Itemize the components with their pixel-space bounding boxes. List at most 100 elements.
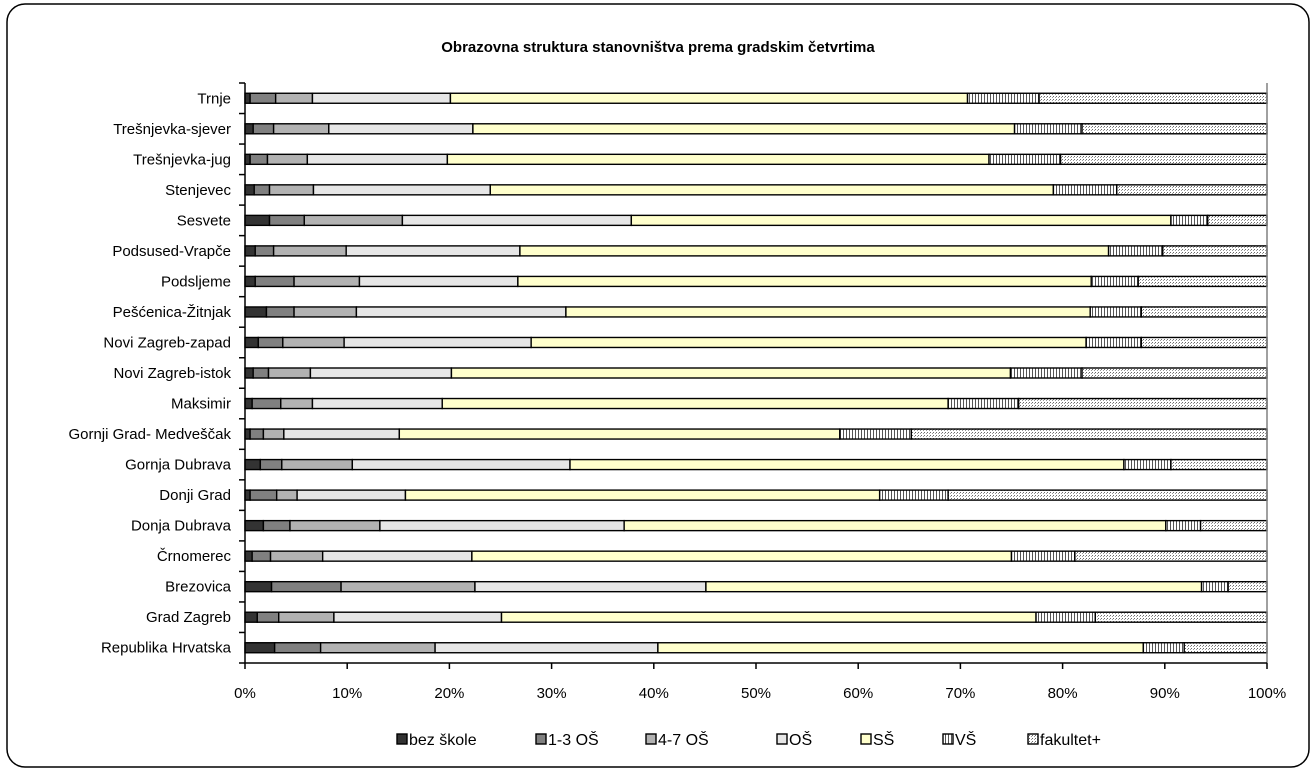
bar-segment-gornji-grad-medve-ak-4-7-o <box>262 428 285 440</box>
legend-swatch-1-3-o <box>535 733 547 745</box>
bar-segment-podsused-vrap-e-o <box>345 245 521 257</box>
bar-segment-rnomerec-fakultet <box>1074 550 1268 562</box>
bar-segment-stenjevec-bez-kole <box>244 184 255 196</box>
category-label-brezovica: Brezovica <box>165 579 232 596</box>
bar-segment-trnje-fakultet <box>1038 92 1268 104</box>
bar-segment-sesvete-bez-kole <box>244 214 271 227</box>
bar-segment-sesvete-fakultet <box>1207 214 1268 227</box>
bar-segment-novi-zagreb-zapad-4-7-o <box>282 336 345 349</box>
category-label-rnomerec: Črnomerec <box>157 548 232 565</box>
bar-segment-donji-grad-4-7-o <box>275 489 298 501</box>
category-label-gornji-grad-medve-ak: Gornji Grad- Medveščak <box>68 426 231 443</box>
category-label-maksimir: Maksimir <box>171 396 231 413</box>
bar-segment-gornji-grad-medve-ak-fakultet <box>910 428 1268 440</box>
bar-segment-grad-zagreb-v <box>1035 611 1097 623</box>
bar-segment-podsused-vrap-e-1-3-o <box>254 245 275 257</box>
bar-segment-gornja-dubrava-s <box>569 458 1125 471</box>
bar-segment-trnje-s <box>449 92 969 104</box>
bar-segment-brezovica-bez-kole <box>244 580 273 593</box>
bars-layer <box>244 92 1268 654</box>
legend-swatch-o <box>776 733 788 745</box>
bar-segment-sesvete-v <box>1170 214 1209 227</box>
bar-segment-brezovica-1-3-o <box>270 580 342 593</box>
bar-segment-trnje-1-3-o <box>249 92 277 104</box>
bar-segment-novi-zagreb-istok-v <box>1009 367 1083 379</box>
bar-segment-donji-grad-o <box>296 489 407 501</box>
bar-segment-grad-zagreb-4-7-o <box>278 611 335 623</box>
category-label-gornja-dubrava: Gornja Dubrava <box>125 457 232 474</box>
legend-swatch-s <box>860 733 872 745</box>
bar-segment-tre-njevka-jug-fakultet <box>1059 153 1268 166</box>
bar-segment-tre-njevka-sjever-bez-kole <box>244 123 254 135</box>
bar-segment-podsljeme-1-3-o <box>254 275 295 288</box>
bar-segment-trnje-o <box>311 92 452 104</box>
bar-segment-gornja-dubrava-o <box>351 458 571 471</box>
bar-segment-novi-zagreb-istok-bez-kole <box>244 367 254 379</box>
bar-segment-gornji-grad-medve-ak-1-3-o <box>249 428 265 440</box>
bar-segment-gornji-grad-medve-ak-s <box>398 428 841 440</box>
legend-swatch-v <box>942 733 954 745</box>
chart-title: Obrazovna struktura stanovništva prema g… <box>441 39 875 56</box>
bar-segment-donji-grad-bez-kole <box>244 489 251 501</box>
bar-segment-grad-zagreb-1-3-o <box>256 611 280 623</box>
bar-segment-novi-zagreb-zapad-s <box>530 336 1087 349</box>
legend-label-v: VŠ <box>955 730 976 749</box>
legend-label-1-3-o: 1-3 OŠ <box>548 730 599 749</box>
bar-segment-gornja-dubrava-v <box>1123 458 1172 471</box>
bar-segment-podsused-vrap-e-bez-kole <box>244 245 256 257</box>
bar-segment-novi-zagreb-istok-fakultet <box>1081 367 1268 379</box>
bar-segment-gornji-grad-medve-ak-v <box>839 428 913 440</box>
bar-segment-republika-hrvatska-4-7-o <box>319 642 436 654</box>
bar-segment-rnomerec-bez-kole <box>244 550 253 562</box>
bar-segment-tre-njevka-sjever-1-3-o <box>252 123 275 135</box>
bar-segment-trnje-v <box>966 92 1040 104</box>
bar-segment-donja-dubrava-bez-kole <box>244 519 265 532</box>
category-label-sesvete: Sesvete <box>177 212 231 229</box>
category-label-novi-zagreb-zapad: Novi Zagreb-zapad <box>103 334 231 351</box>
legend-swatch-bez-kole <box>396 733 408 745</box>
bar-segment-maksimir-bez-kole <box>244 397 253 410</box>
bar-segment-donja-dubrava-fakultet <box>1199 519 1268 532</box>
bar-segment-grad-zagreb-s <box>500 611 1037 623</box>
bar-segment-rnomerec-4-7-o <box>269 550 324 562</box>
bar-segment-pe-enica-itnjak-4-7-o <box>293 306 358 318</box>
bar-segment-rnomerec-o <box>321 550 473 562</box>
bar-segment-donji-grad-1-3-o <box>249 489 278 501</box>
bar-segment-trnje-bez-kole <box>244 92 251 104</box>
x-tick-label: 40% <box>639 685 669 702</box>
bar-segment-grad-zagreb-o <box>333 611 503 623</box>
bar-segment-maksimir-1-3-o <box>251 397 282 410</box>
bar-segment-donji-grad-v <box>878 489 949 501</box>
bar-segment-rnomerec-v <box>1010 550 1076 562</box>
x-tick-label: 0% <box>234 685 256 702</box>
bar-segment-maksimir-fakultet <box>1017 397 1268 410</box>
bar-segment-pe-enica-itnjak-o <box>355 306 567 318</box>
x-tick-label: 60% <box>843 685 873 702</box>
bar-segment-tre-njevka-jug-s <box>446 153 990 166</box>
bar-segment-tre-njevka-jug-1-3-o <box>249 153 269 166</box>
bar-segment-donji-grad-fakultet <box>947 489 1268 501</box>
bar-segment-novi-zagreb-zapad-o <box>343 336 532 349</box>
bar-segment-stenjevec-o <box>312 184 491 196</box>
bar-segment-pe-enica-itnjak-bez-kole <box>244 306 268 318</box>
bar-segment-podsljeme-fakultet <box>1137 275 1268 288</box>
bar-segment-pe-enica-itnjak-v <box>1089 306 1142 318</box>
bar-segment-rnomerec-s <box>471 550 1013 562</box>
category-label-pe-enica-itnjak: Pešćenica-Žitnjak <box>113 304 232 321</box>
bar-segment-sesvete-1-3-o <box>268 214 305 227</box>
legend-label-4-7-o: 4-7 OŠ <box>658 730 709 749</box>
bar-segment-maksimir-4-7-o <box>280 397 314 410</box>
x-tick-label: 10% <box>332 685 362 702</box>
bar-segment-donja-dubrava-4-7-o <box>289 519 381 532</box>
bar-segment-maksimir-v <box>947 397 1020 410</box>
bar-segment-podsljeme-v <box>1090 275 1139 288</box>
bar-segment-novi-zagreb-istok-4-7-o <box>267 367 312 379</box>
bar-segment-novi-zagreb-istok-o <box>309 367 453 379</box>
bar-segment-tre-njevka-sjever-s <box>472 123 1016 135</box>
legend-label-fakultet: fakultet+ <box>1040 732 1101 749</box>
x-tick-label: 100% <box>1248 685 1286 702</box>
x-tick-label: 20% <box>434 685 464 702</box>
category-label-podsused-vrap-e: Podsused-Vrapče <box>112 243 231 260</box>
bar-segment-pe-enica-itnjak-1-3-o <box>265 306 295 318</box>
